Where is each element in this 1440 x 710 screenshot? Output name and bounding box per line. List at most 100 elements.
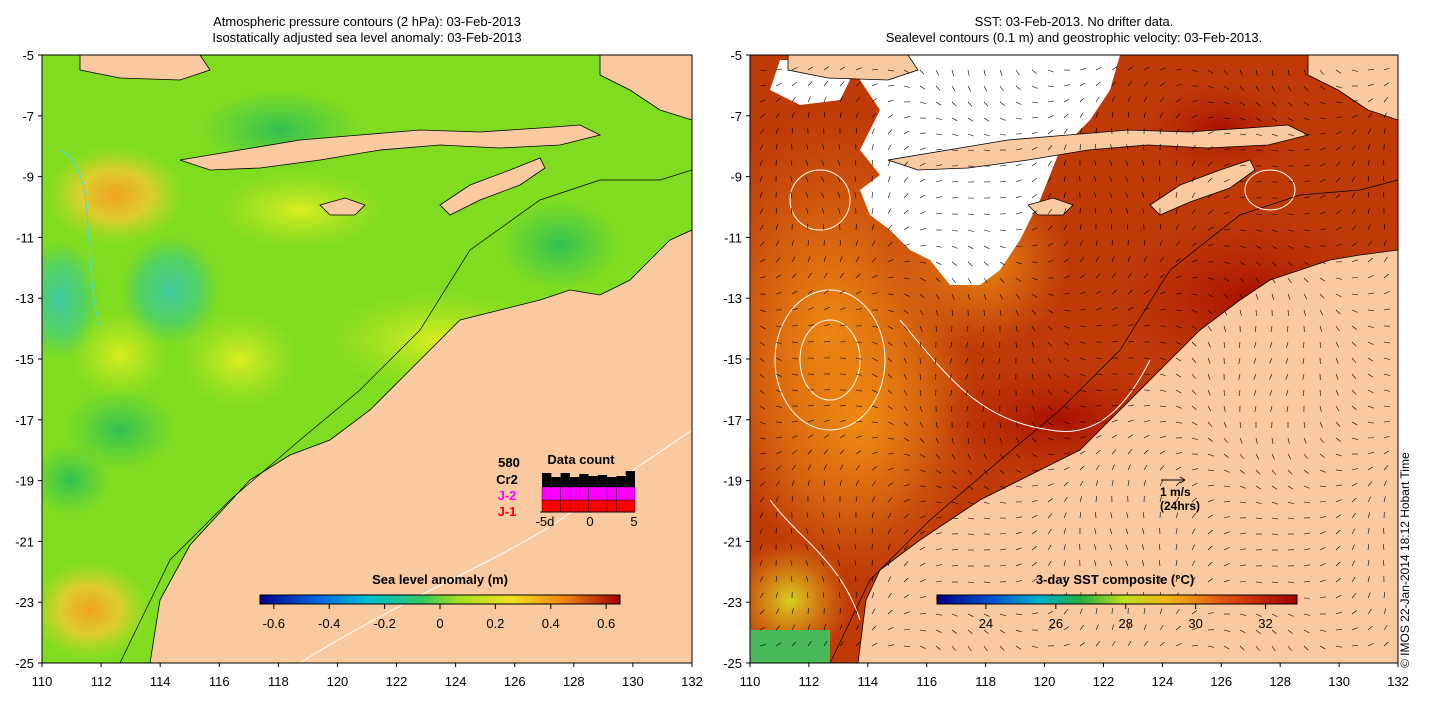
velocity-vector	[1191, 468, 1198, 471]
sumba-island	[319, 197, 366, 216]
right-axes: 110 112 114 116 118 120 122 124 126 128 130 132 -5 -7…	[723, 48, 1409, 689]
velocity-vector	[775, 451, 782, 455]
histogram-bar-cr2	[616, 476, 626, 487]
velocity-vector	[1287, 453, 1292, 460]
velocity-vector	[1207, 405, 1212, 412]
velocity-vector	[807, 607, 809, 615]
velocity-vector	[823, 434, 830, 439]
velocity-vector	[807, 404, 814, 407]
velocity-vector	[1175, 357, 1182, 362]
sla-blob	[210, 170, 390, 250]
velocity-vector	[967, 101, 973, 107]
velocity-vector	[1175, 309, 1182, 311]
velocity-vector	[855, 575, 857, 583]
velocity-vector	[821, 576, 825, 583]
velocity-vector	[871, 576, 874, 583]
velocity-vector	[822, 224, 825, 231]
velocity-vector	[1207, 453, 1214, 457]
velocity-vector	[821, 176, 825, 183]
velocity-vector	[1111, 66, 1118, 71]
velocity-vector	[1015, 485, 1022, 488]
velocity-vector	[807, 272, 812, 279]
histogram-bar-cr2	[569, 477, 580, 487]
left-title: Atmospheric pressure contours (2 hPa): 0…	[42, 14, 692, 46]
velocity-vector	[1223, 389, 1225, 397]
velocity-vector	[1207, 226, 1214, 231]
velocity-vector	[1143, 290, 1150, 295]
x-tick-label: 120	[327, 674, 349, 689]
velocity-vector	[1223, 179, 1230, 183]
velocity-vector	[1351, 576, 1356, 583]
velocity-vector	[1015, 212, 1022, 215]
velocity-vector	[1031, 85, 1038, 89]
velocity-vector	[871, 405, 878, 409]
y-tick-label: -11	[16, 230, 34, 245]
velocity-vector	[1079, 128, 1082, 135]
velocity-vector	[1367, 544, 1370, 551]
velocity-vector	[919, 562, 926, 567]
velocity-vector	[791, 496, 794, 503]
velocity-vector	[1223, 485, 1230, 488]
velocity-vector	[1175, 83, 1182, 87]
velocity-vector	[1303, 245, 1310, 248]
velocity-vector	[775, 68, 782, 71]
velocity-vector	[951, 133, 958, 136]
velocity-vector	[1271, 453, 1275, 460]
velocity-vector	[1207, 277, 1214, 280]
velocity-vector	[775, 465, 781, 471]
sst-cool-band	[750, 630, 830, 663]
velocity-vector	[1319, 341, 1322, 348]
lesser-sunda-islands	[179, 124, 602, 171]
velocity-vector	[759, 160, 763, 167]
velocity-vector	[999, 101, 1005, 106]
velocity-vector	[1319, 421, 1323, 428]
velocity-vector	[1207, 437, 1214, 442]
velocity-vector	[1239, 245, 1246, 248]
velocity-vector	[1159, 112, 1163, 119]
velocity-vector	[1367, 608, 1372, 615]
velocity-vector	[919, 546, 926, 551]
velocity-period: (24hrs)	[1160, 499, 1200, 513]
velocity-vector	[1047, 373, 1052, 380]
velocity-vector	[1191, 160, 1196, 167]
sla-blob	[42, 445, 110, 515]
velocity-vector	[967, 133, 974, 137]
velocity-vector	[839, 66, 846, 71]
histogram-bar-j2	[569, 486, 580, 501]
velocity-vector	[1047, 577, 1052, 583]
velocity-vector	[1015, 453, 1021, 459]
velocity-vector	[823, 640, 828, 647]
y-tick-label: -13	[15, 291, 34, 306]
velocity-vector	[1047, 242, 1054, 247]
velocity-vector	[1015, 245, 1022, 247]
velocity-vector	[805, 544, 809, 551]
velocity-vector	[1191, 259, 1198, 263]
velocity-vector	[1351, 144, 1356, 151]
velocity-vector	[759, 421, 766, 425]
velocity-vector	[1239, 629, 1246, 634]
velocity-vector	[1063, 643, 1070, 647]
velocity-vector	[1207, 161, 1213, 167]
velocity-vector	[855, 420, 862, 423]
velocity-vector	[837, 560, 841, 567]
velocity-vector	[999, 469, 1005, 475]
velocity-vector	[1111, 307, 1118, 311]
velocity-vector	[775, 389, 782, 393]
velocity-vector	[1319, 469, 1326, 473]
velocity-vector	[1335, 405, 1340, 412]
velocity-vector	[759, 389, 765, 395]
velocity-vector	[1319, 437, 1324, 443]
velocity-vector	[1270, 405, 1273, 412]
australia-landmass	[149, 229, 692, 663]
velocity-vector	[759, 114, 765, 119]
velocity-vector	[791, 290, 798, 295]
velocity-vector	[1207, 514, 1214, 519]
velocity-vector	[1127, 324, 1134, 327]
velocity-vector	[1015, 261, 1022, 265]
velocity-vector	[1111, 464, 1115, 471]
velocity-vector	[1175, 560, 1178, 567]
velocity-vector	[1191, 277, 1199, 279]
velocity-vector	[999, 293, 1003, 300]
velocity-vector	[983, 645, 988, 652]
velocity-vector	[839, 404, 846, 407]
